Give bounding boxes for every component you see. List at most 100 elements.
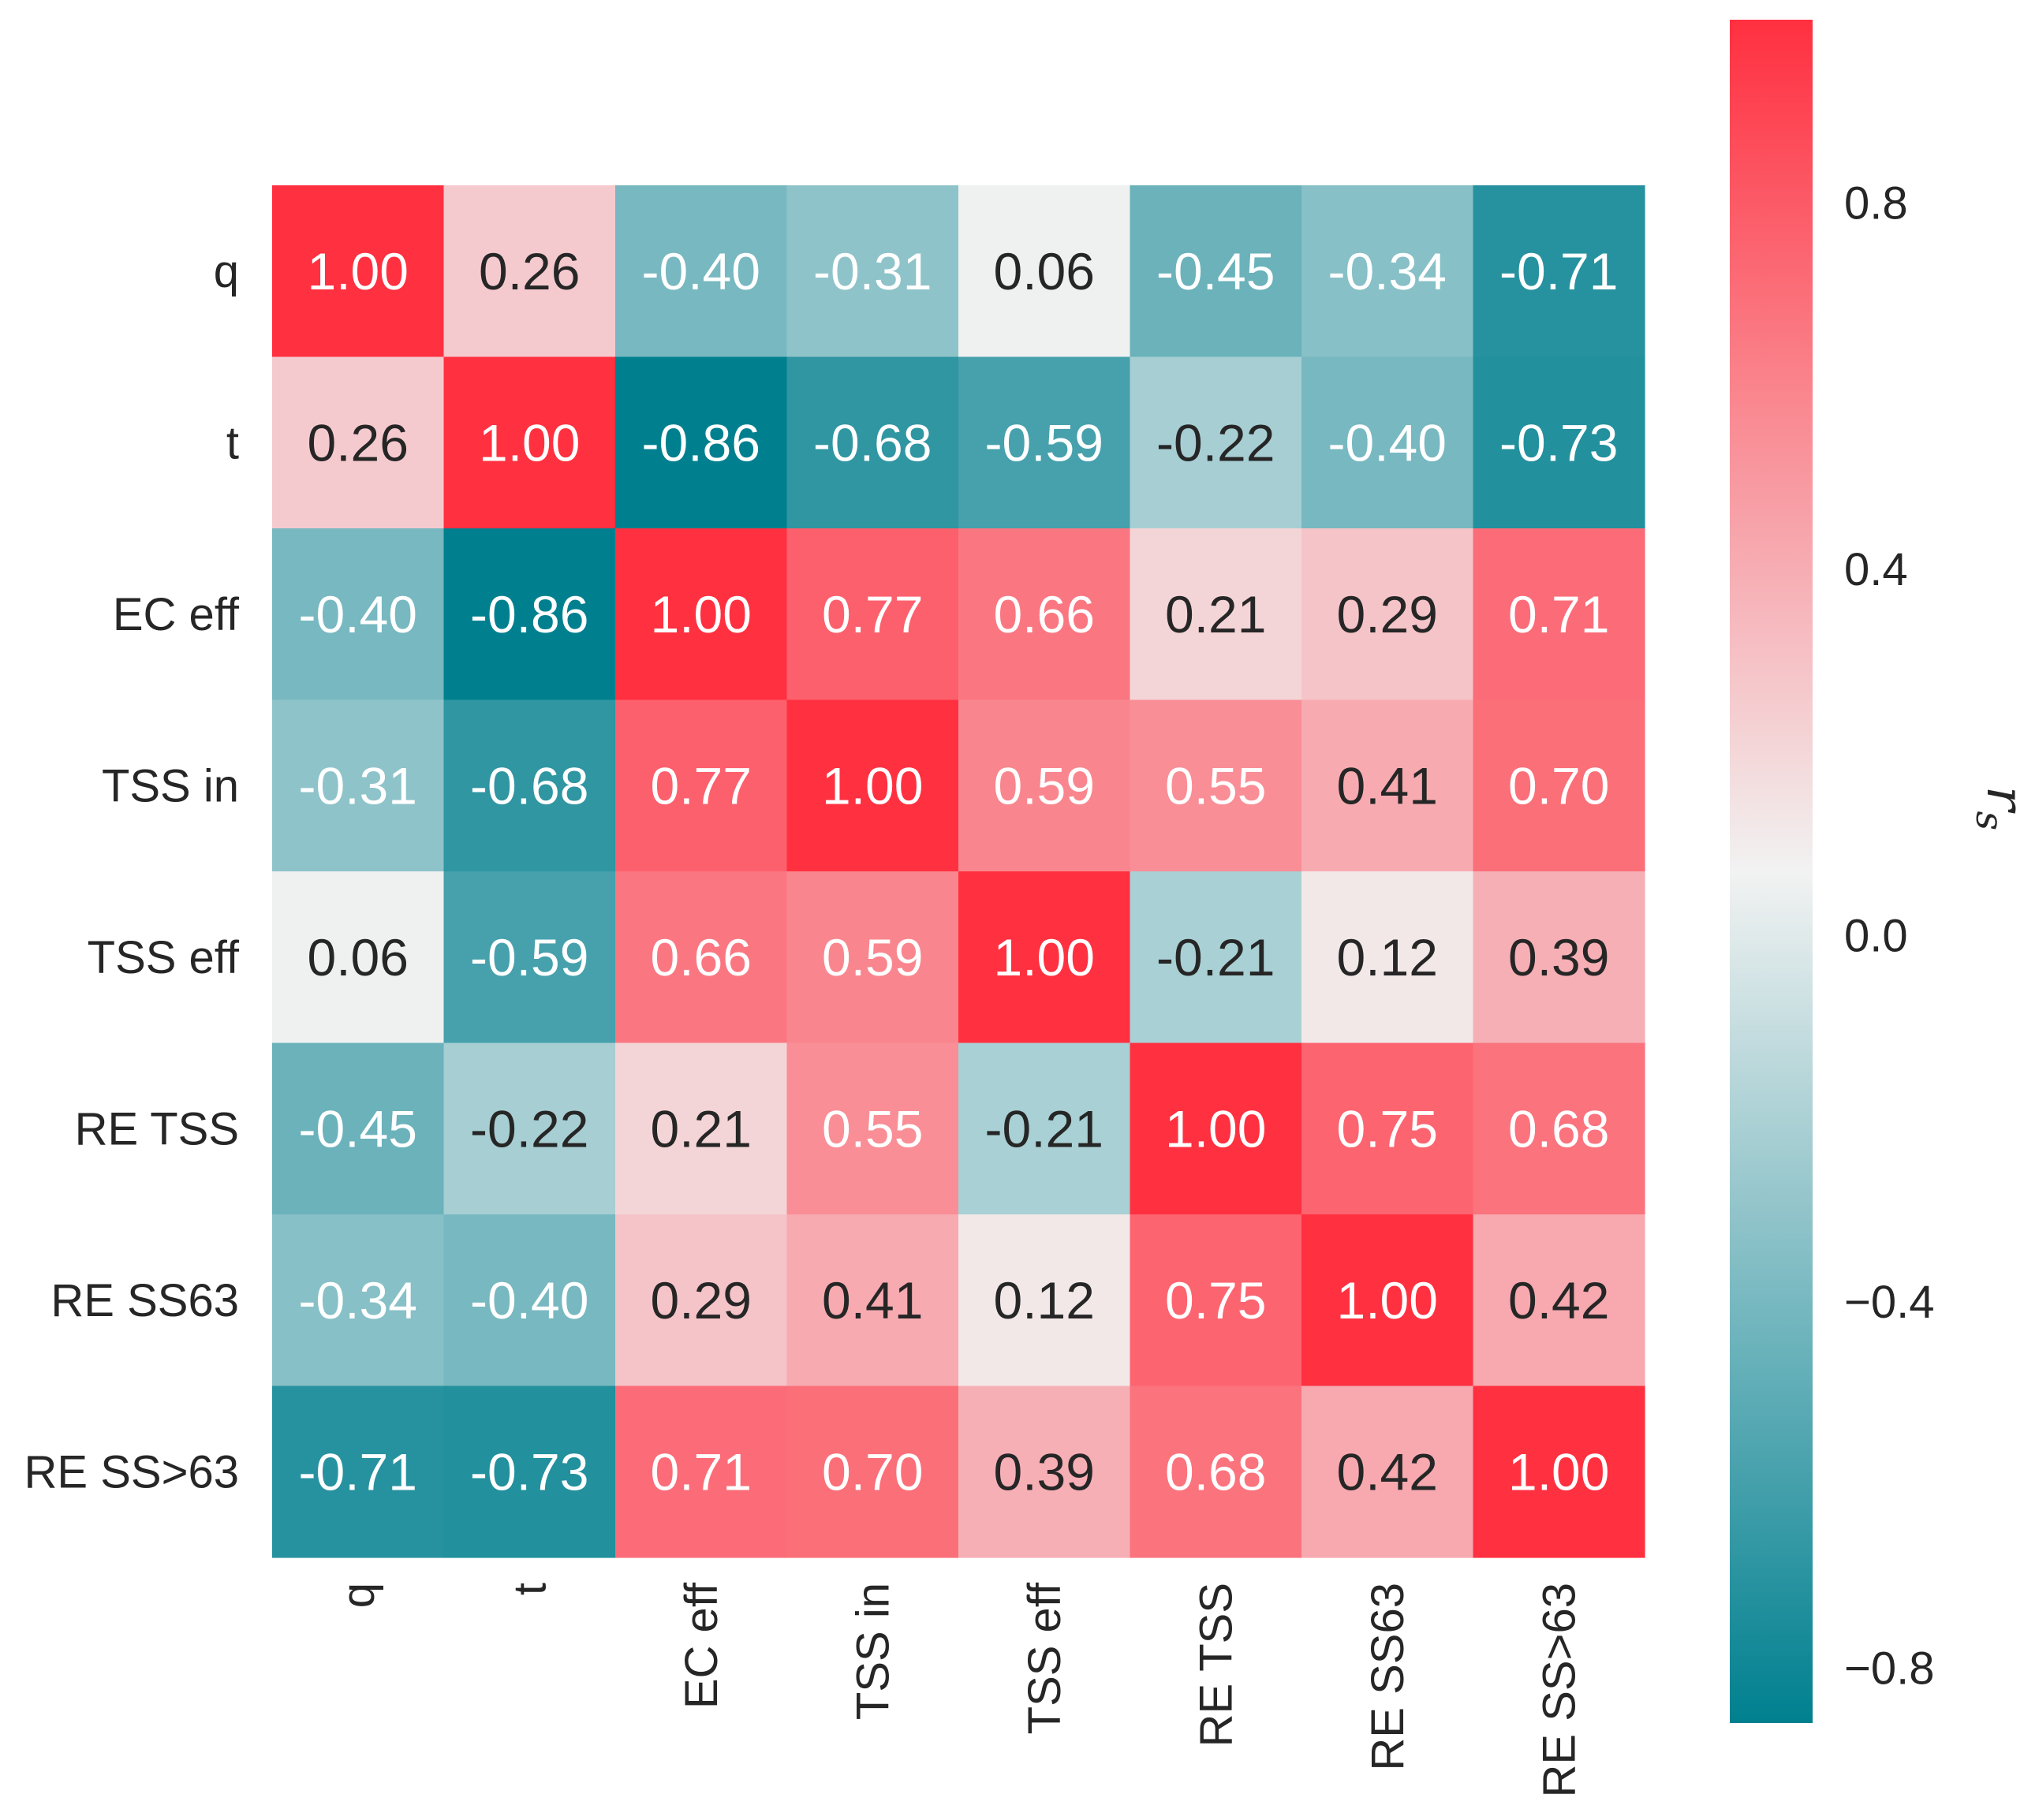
row-label: q: [214, 246, 239, 297]
cell-value-label: 1.00: [308, 242, 409, 300]
colorbar-tick-label: 0.0: [1844, 910, 1908, 961]
heatmap-cell: [443, 356, 616, 529]
heatmap-cell: [443, 528, 616, 701]
heatmap-cell: [1301, 528, 1474, 701]
heatmap-cell: [1130, 1042, 1302, 1215]
heatmap-cell: [443, 1042, 616, 1215]
colorbar-tick-label: 0.4: [1844, 544, 1908, 595]
cell-value-label: 0.06: [308, 928, 409, 986]
cell-value-label: -0.59: [470, 928, 588, 986]
row-label: RE SS>63: [24, 1446, 239, 1497]
cell-value-label: 0.66: [994, 585, 1095, 643]
heatmap-cell: [443, 1386, 616, 1558]
cell-value-label: 0.12: [994, 1271, 1095, 1330]
heatmap-cell: [615, 699, 788, 872]
heatmap-cell: [786, 185, 959, 358]
heatmap-cell: [1130, 1386, 1302, 1558]
column-label: RE TSS: [1190, 1583, 1242, 1747]
cell-value-label: -0.40: [642, 242, 760, 300]
heatmap-cell: [958, 1386, 1131, 1558]
heatmap-cell: [1301, 699, 1474, 872]
heatmap-cell: [615, 356, 788, 529]
cell-value-label: 0.66: [651, 928, 752, 986]
cell-value-label: -0.22: [470, 1099, 588, 1158]
heatmap-cell: [786, 528, 959, 701]
cell-value-label: 1.00: [651, 585, 752, 643]
colorbar-label-subscript: s: [1967, 811, 2011, 830]
cell-value-label: 0.21: [1165, 585, 1266, 643]
colorbar-label-main: r: [1975, 786, 2024, 814]
cell-value-label: -0.40: [1328, 413, 1447, 472]
cell-value-label: 0.71: [651, 1442, 752, 1501]
cell-value-label: 0.42: [1337, 1442, 1438, 1501]
heatmap-cell: [272, 356, 445, 529]
colorbar-tick-label: −0.8: [1844, 1643, 1935, 1694]
heatmap-cell: [615, 185, 788, 358]
heatmap-cell: [958, 528, 1131, 701]
heatmap-cell: [615, 528, 788, 701]
cell-value-label: -0.45: [299, 1099, 417, 1158]
cell-value-label: 0.75: [1337, 1099, 1438, 1158]
heatmap-cell: [272, 185, 445, 358]
cell-value-label: -0.31: [813, 242, 932, 300]
column-label: RE SS63: [1362, 1583, 1413, 1771]
heatmap-cell: [615, 1214, 788, 1387]
cell-value-label: 0.75: [1165, 1271, 1266, 1330]
heatmap-cell: [1130, 699, 1302, 872]
heatmap-cell: [443, 1214, 616, 1387]
heatmap-cell: [958, 1214, 1131, 1387]
cell-value-label: -0.45: [1156, 242, 1275, 300]
column-label: TSS in: [847, 1583, 898, 1720]
heatmap-cell: [615, 1386, 788, 1558]
heatmap-cell: [272, 1214, 445, 1387]
heatmap-cell: [958, 1042, 1131, 1215]
cell-value-label: 0.26: [479, 242, 580, 300]
heatmap-cell: [615, 1042, 788, 1215]
cell-value-label: -0.73: [470, 1442, 588, 1501]
column-label: t: [504, 1583, 555, 1595]
row-label: t: [226, 417, 239, 468]
cell-value-label: 0.59: [994, 756, 1095, 815]
cell-value-label: -0.71: [299, 1442, 417, 1501]
cell-value-label: 1.00: [994, 928, 1095, 986]
heatmap-cell: [786, 699, 959, 872]
heatmap-cell: [958, 356, 1131, 529]
column-label: EC eff: [676, 1582, 727, 1709]
heatmap-cell: [786, 871, 959, 1044]
cell-value-label: 0.70: [822, 1442, 923, 1501]
cell-value-label: 0.77: [651, 756, 752, 815]
heatmap-cell: [272, 871, 445, 1044]
heatmap-cell: [443, 699, 616, 872]
cell-value-label: -0.73: [1499, 413, 1618, 472]
heatmap-cell: [1473, 699, 1645, 872]
heatmap-cell: [272, 528, 445, 701]
heatmap-cell: [1473, 1386, 1645, 1558]
colorbar-tick-label: 0.8: [1844, 177, 1908, 229]
heatmap-cell: [615, 871, 788, 1044]
cell-value-label: -0.59: [985, 413, 1103, 472]
cell-value-label: -0.68: [470, 756, 588, 815]
cell-value-label: 0.55: [822, 1099, 923, 1158]
cell-value-label: 0.55: [1165, 756, 1266, 815]
heatmap-cell: [1473, 1214, 1645, 1387]
cell-value-label: -0.34: [1328, 242, 1447, 300]
heatmap-cell: [1473, 528, 1645, 701]
heatmap-cell: [1301, 871, 1474, 1044]
cell-value-label: -0.34: [299, 1271, 417, 1330]
heatmap-cell: [1130, 1214, 1302, 1387]
heatmap-cell: [1473, 1042, 1645, 1215]
colorbar-tick-label: −0.4: [1844, 1277, 1935, 1328]
cell-value-label: -0.68: [813, 413, 932, 472]
cell-value-label: 0.59: [822, 928, 923, 986]
cell-value-label: 1.00: [1165, 1099, 1266, 1158]
heatmap-cell: [958, 185, 1131, 358]
cell-value-label: 0.39: [994, 1442, 1095, 1501]
column-labels: q t EC eff TSS in TSS eff RE TSS RE SS63 RE SS>…: [333, 1582, 1585, 1797]
cell-value-label: 0.41: [1337, 756, 1438, 815]
heatmap-cell: [1301, 356, 1474, 529]
row-label: RE TSS: [75, 1103, 239, 1154]
heatmap-cell: [958, 699, 1131, 872]
heatmap-cells: 1.00 0.26 -0.40 -0.31 0.06 -0.45 -0.34 -0.71 0.2…: [272, 185, 1645, 1558]
cell-value-label: 0.26: [308, 413, 409, 472]
colorbar: 0.8 0.4 0.0 −0.4 −0.8 rs: [1730, 20, 2024, 1723]
